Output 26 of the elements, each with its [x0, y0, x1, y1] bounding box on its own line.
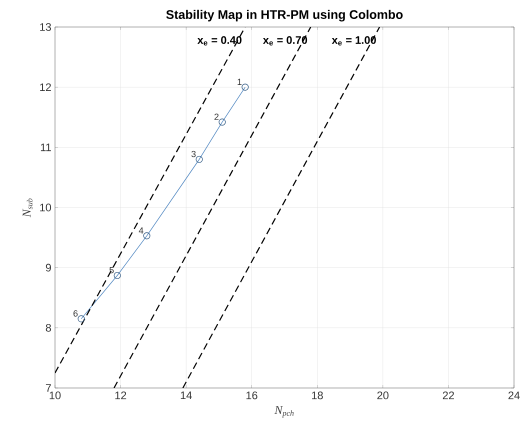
x-tick-label: 20 [377, 392, 389, 400]
y-tick-label: 9 [46, 264, 51, 272]
chart-title: Stability Map in HTR-PM using Colombo [166, 10, 403, 22]
x-tick-label: 18 [312, 392, 323, 400]
annotation: 4 [138, 227, 144, 234]
annotation: 2 [214, 114, 219, 120]
y-tick-label: 12 [40, 83, 51, 91]
series-label: x$_{e}$ = 0.70 [262, 36, 308, 46]
y-tick-label: 10 [40, 204, 52, 212]
x-axis-title: N$_{pch}$ [274, 406, 294, 418]
y-tick-label: 11 [40, 144, 51, 152]
y-tick-label: 7 [46, 384, 51, 392]
x-tick-label: 24 [508, 392, 520, 400]
annotation: 3 [191, 150, 196, 158]
x-tick-label: 16 [246, 392, 258, 400]
annotation: 6 [74, 310, 78, 317]
y-tick-label: 8 [46, 324, 51, 332]
y-axis-title: N$_{sub}$ [22, 198, 32, 218]
y-tick-label: 13 [40, 23, 51, 31]
series-label: x$_{e}$ = 1.00 [332, 36, 376, 46]
x-tick-label: 12 [115, 392, 126, 400]
x-tick-label: 14 [180, 392, 192, 400]
series-label: x$_{e}$ = 0.40 [197, 36, 242, 46]
annotation: 5 [109, 267, 114, 274]
annotation: 1 [238, 78, 242, 85]
x-tick-label: 22 [442, 392, 454, 400]
